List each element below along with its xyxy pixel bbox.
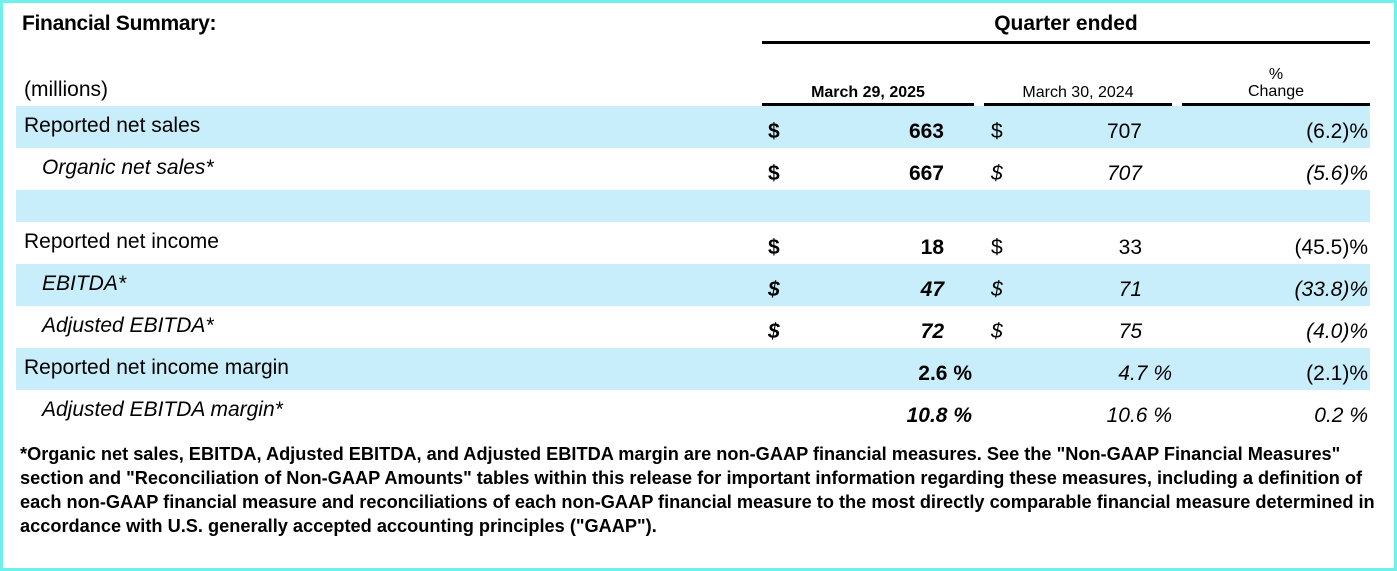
column-rule-current — [762, 103, 974, 106]
prior-value: 10.6 % — [1106, 404, 1172, 427]
prior-value: 707 — [1106, 162, 1142, 185]
prior-value: 75 — [1118, 320, 1142, 343]
current-value: 667 — [908, 162, 944, 185]
current-currency-symbol: $ — [768, 120, 780, 143]
column-header-prior: March 30, 2024 — [1022, 84, 1134, 101]
change-header-label: Change — [1247, 83, 1305, 100]
prior-currency-symbol: $ — [991, 162, 1003, 185]
units-label: (millions) — [24, 78, 108, 101]
row-label: Organic net sales* — [42, 156, 214, 179]
prior-currency-symbol: $ — [991, 120, 1003, 143]
current-currency-symbol: $ — [768, 236, 780, 259]
change-header-percent: % — [1268, 66, 1284, 83]
table-row: EBITDA* $ 47 $ 71 (33.8)% — [16, 264, 1370, 306]
footnote: *Organic net sales, EBITDA, Adjusted EBI… — [20, 444, 1375, 536]
table-row: Reported net sales $ 663 $ 707 (6.2)% — [16, 106, 1370, 148]
current-value: 47 — [920, 278, 944, 301]
row-band — [16, 190, 1370, 222]
current-value: 72 — [920, 320, 944, 343]
table-row: Reported net income margin 2.6 % 4.7 % (… — [16, 348, 1370, 390]
current-currency-symbol: $ — [768, 320, 780, 343]
prior-currency-symbol: $ — [991, 236, 1003, 259]
prior-value: 71 — [1118, 278, 1142, 301]
prior-currency-symbol: $ — [991, 278, 1003, 301]
row-band — [16, 106, 1370, 148]
current-value: 663 — [908, 120, 944, 143]
current-value: 18 — [920, 236, 944, 259]
change-value: (4.0)% — [1306, 320, 1368, 343]
current-value: 2.6 % — [918, 362, 972, 385]
quarter-header-rule — [762, 41, 1370, 44]
row-label: Adjusted EBITDA* — [42, 314, 214, 337]
table-row: Adjusted EBITDA* $ 72 $ 75 (4.0)% — [16, 306, 1370, 348]
change-value: (2.1)% — [1306, 362, 1368, 385]
change-value: (6.2)% — [1306, 120, 1368, 143]
change-value: (33.8)% — [1294, 278, 1368, 301]
quarter-ended-header: Quarter ended — [994, 12, 1138, 35]
row-label: Reported net income — [24, 230, 219, 253]
row-label: Reported net sales — [24, 114, 201, 137]
column-rule-prior — [984, 103, 1172, 106]
current-currency-symbol: $ — [768, 278, 780, 301]
prior-value: 707 — [1106, 120, 1142, 143]
column-header-current: March 29, 2025 — [811, 84, 925, 101]
column-header-change: % Change — [1182, 66, 1370, 100]
change-value: (5.6)% — [1306, 162, 1368, 185]
row-band — [16, 348, 1370, 390]
row-band — [16, 264, 1370, 306]
table-row: Reported net income $ 18 $ 33 (45.5)% — [16, 222, 1370, 264]
prior-value: 33 — [1118, 236, 1142, 259]
table-row: Organic net sales* $ 667 $ 707 (5.6)% — [16, 148, 1370, 190]
page-title: Financial Summary: — [22, 12, 217, 35]
row-label: Adjusted EBITDA margin* — [42, 398, 283, 421]
table-row: Adjusted EBITDA margin* 10.8 % 10.6 % 0.… — [16, 390, 1370, 432]
row-label: Reported net income margin — [24, 356, 289, 379]
prior-value: 4.7 % — [1118, 362, 1172, 385]
prior-currency-symbol: $ — [991, 320, 1003, 343]
change-value: (45.5)% — [1294, 236, 1368, 259]
change-value: 0.2 % — [1314, 404, 1368, 427]
row-label: EBITDA* — [42, 272, 127, 295]
column-rule-change — [1182, 103, 1370, 106]
current-currency-symbol: $ — [768, 162, 780, 185]
current-value: 10.8 % — [906, 404, 972, 427]
